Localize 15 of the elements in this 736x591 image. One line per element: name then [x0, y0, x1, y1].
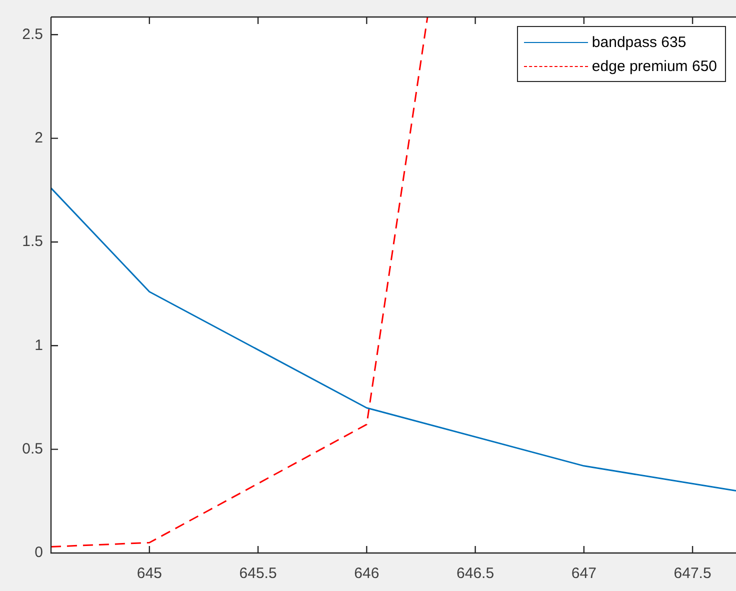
- y-tick-label: 1: [34, 336, 43, 354]
- x-tick-label: 645.5: [239, 565, 277, 582]
- x-tick-label: 647: [571, 565, 596, 582]
- x-tick-label: 646: [354, 565, 380, 582]
- y-tick-label: 0: [34, 544, 43, 562]
- y-tick-label: 2.5: [22, 26, 43, 43]
- y-tick-label: 1.5: [22, 233, 43, 250]
- legend-label: bandpass 635: [592, 34, 686, 50]
- legend-label: edge premium 650: [592, 58, 717, 74]
- y-tick-label: 0.5: [22, 440, 43, 458]
- y-tick-label: 2: [34, 129, 43, 146]
- x-tick-label: 647.5: [674, 565, 712, 582]
- x-tick-label: 645: [136, 565, 162, 582]
- line-series: [50, 16, 428, 548]
- x-tick-label: 646.5: [456, 565, 494, 582]
